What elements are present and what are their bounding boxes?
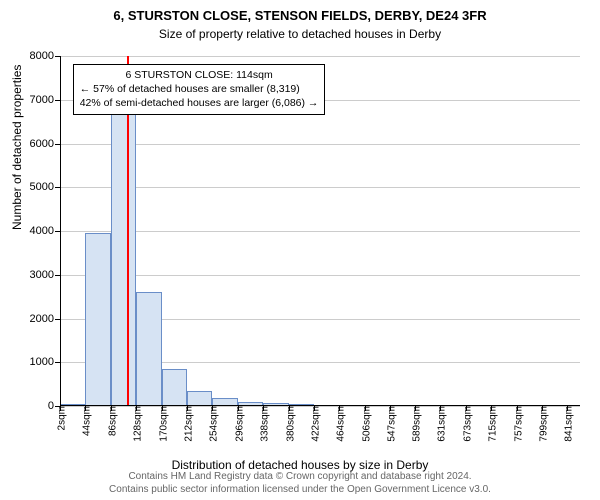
x-tick-label: 589sqm — [407, 406, 422, 442]
x-tick-label: 338sqm — [256, 406, 271, 442]
gridline — [60, 231, 580, 232]
footer-line2: Contains public sector information licen… — [0, 484, 600, 497]
x-tick-label: 44sqm — [78, 406, 93, 436]
y-tick-label: 4000 — [30, 225, 60, 237]
x-tick-label: 254sqm — [205, 406, 220, 442]
histogram-bar — [111, 111, 136, 406]
footer-attribution: Contains HM Land Registry data © Crown c… — [0, 471, 600, 496]
x-tick-label: 170sqm — [154, 406, 169, 442]
x-tick-label: 296sqm — [230, 406, 245, 442]
x-tick-label: 86sqm — [103, 406, 118, 436]
y-tick-label: 2000 — [30, 313, 60, 325]
y-tick-label: 3000 — [30, 269, 60, 281]
gridline — [60, 187, 580, 188]
chart-subtitle: Size of property relative to detached ho… — [0, 25, 600, 41]
histogram-bar — [187, 391, 212, 406]
histogram-bar — [136, 292, 161, 406]
x-tick-label: 2sqm — [53, 406, 68, 430]
annotation-box: 6 STURSTON CLOSE: 114sqm← 57% of detache… — [73, 64, 326, 115]
gridline — [60, 144, 580, 145]
x-tick-label: 631sqm — [433, 406, 448, 442]
histogram-bar — [162, 369, 187, 406]
x-tick-label: 128sqm — [129, 406, 144, 442]
annotation-line2: ← 57% of detached houses are smaller (8,… — [80, 82, 319, 96]
y-tick-label: 8000 — [30, 50, 60, 62]
x-tick-label: 464sqm — [332, 406, 347, 442]
x-tick-label: 799sqm — [534, 406, 549, 442]
x-tick-label: 506sqm — [357, 406, 372, 442]
histogram-bar — [85, 233, 110, 406]
x-axis-label: Distribution of detached houses by size … — [0, 458, 600, 472]
y-tick-label: 1000 — [30, 356, 60, 368]
y-tick-label: 5000 — [30, 181, 60, 193]
x-tick-label: 757sqm — [509, 406, 524, 442]
x-tick-label: 673sqm — [458, 406, 473, 442]
y-tick-label: 7000 — [30, 94, 60, 106]
x-tick-label: 841sqm — [560, 406, 575, 442]
x-tick-label: 715sqm — [484, 406, 499, 442]
x-tick-label: 547sqm — [382, 406, 397, 442]
plot-area: 0100020003000400050006000700080002sqm44s… — [60, 56, 580, 406]
y-tick-label: 6000 — [30, 138, 60, 150]
annotation-line1: 6 STURSTON CLOSE: 114sqm — [80, 68, 319, 82]
x-tick-label: 380sqm — [281, 406, 296, 442]
annotation-line3: 42% of semi-detached houses are larger (… — [80, 96, 319, 110]
gridline — [60, 275, 580, 276]
y-axis-line-top — [60, 56, 61, 406]
gridline — [60, 56, 580, 57]
chart-title: 6, STURSTON CLOSE, STENSON FIELDS, DERBY… — [0, 0, 600, 25]
y-axis-label: Number of detached properties — [10, 65, 24, 230]
x-tick-label: 212sqm — [179, 406, 194, 442]
x-axis-line-top — [60, 405, 580, 406]
footer-line1: Contains HM Land Registry data © Crown c… — [0, 471, 600, 484]
x-tick-label: 422sqm — [306, 406, 321, 442]
